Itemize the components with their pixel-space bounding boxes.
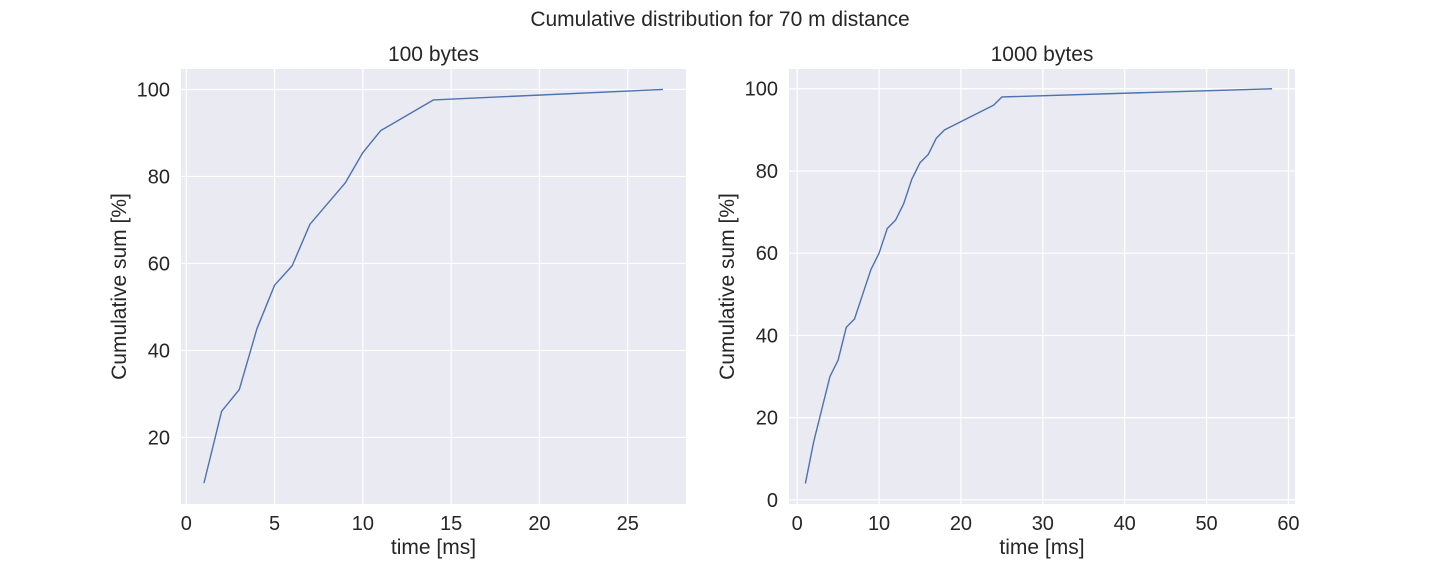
y-tick-label: 100: [137, 79, 170, 101]
y-tick-label: 0: [767, 490, 778, 512]
series-line: [203, 88, 664, 484]
panel-title: 100 bytes: [388, 43, 479, 66]
x-axis-label: time [ms]: [999, 536, 1084, 559]
x-tick-label: 40: [1114, 513, 1136, 535]
x-tick-label: 15: [440, 513, 462, 535]
x-axis-label: time [ms]: [391, 536, 476, 559]
x-tick-label: 5: [269, 513, 280, 535]
plot-area: [181, 69, 686, 504]
x-tick-label: 10: [352, 513, 374, 535]
series-line: [804, 88, 1273, 484]
x-tick-label: 0: [181, 513, 192, 535]
x-tick-label: 25: [617, 513, 639, 535]
figure-title: Cumulative distribution for 70 m distanc…: [530, 8, 910, 31]
y-tick-label: 80: [148, 166, 170, 188]
y-tick-label: 40: [756, 325, 778, 347]
chart-panel-1: 0 5 10 15 20 25 20 40 60 80 100 100 bytes time [ms] C…: [108, 43, 686, 559]
x-tick-label: 20: [950, 513, 972, 535]
y-tick-label: 40: [148, 340, 170, 362]
y-axis-label: Cumulative sum [%]: [108, 193, 131, 380]
y-tick-label: 60: [148, 253, 170, 275]
y-tick-label: 20: [756, 408, 778, 430]
chart-panel-2: 0 10 20 30 40 50 60 0 20 40 60 80 100 1000 bytes time …: [716, 43, 1300, 559]
y-axis-label: Cumulative sum [%]: [716, 193, 739, 380]
y-tick-label: 20: [148, 427, 170, 449]
x-tick-label: 0: [792, 513, 803, 535]
plot-area: [789, 69, 1295, 504]
y-tick-label: 80: [756, 161, 778, 183]
x-tick-label: 20: [528, 513, 550, 535]
y-tick-label: 60: [756, 243, 778, 265]
x-tick-label: 50: [1195, 513, 1217, 535]
panel-title: 1000 bytes: [991, 43, 1094, 66]
y-tick-label: 100: [745, 79, 778, 101]
x-tick-label: 60: [1277, 513, 1299, 535]
x-tick-label: 30: [1032, 513, 1054, 535]
x-tick-label: 10: [868, 513, 890, 535]
